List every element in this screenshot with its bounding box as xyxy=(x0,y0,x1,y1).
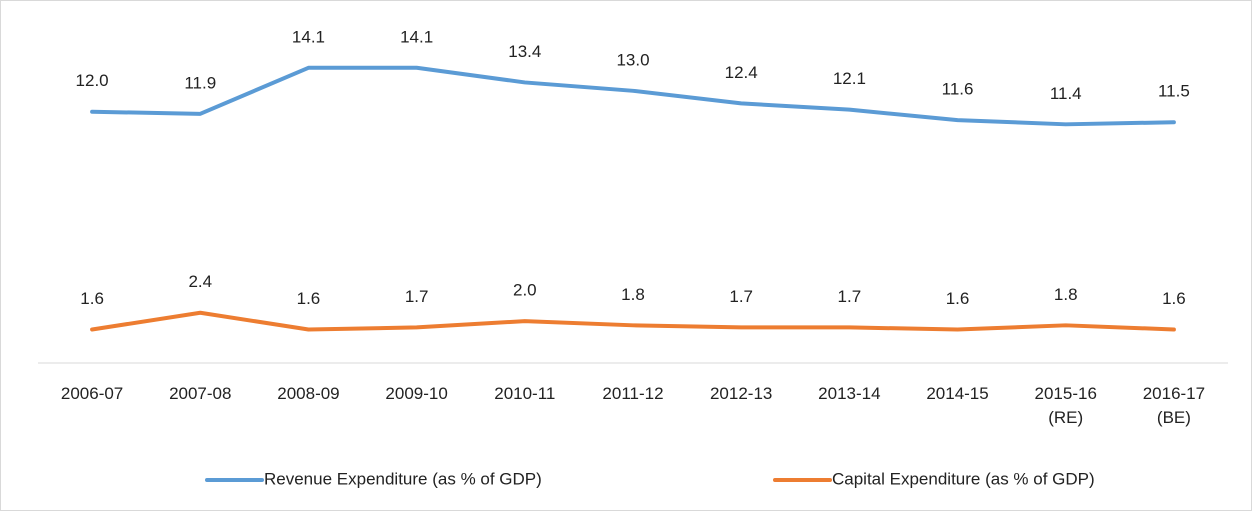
data-label: 12.1 xyxy=(833,69,866,88)
x-tick-label: 2007-08 xyxy=(169,384,232,403)
data-label: 12.4 xyxy=(725,63,758,82)
data-label: 1.6 xyxy=(80,289,104,308)
data-label: 2.0 xyxy=(513,281,537,300)
x-tick-label: 2016-17 (BE) xyxy=(1142,384,1206,427)
data-label: 12.0 xyxy=(76,71,109,90)
x-tick-label: 2014-15 xyxy=(926,384,989,403)
data-label: 14.1 xyxy=(292,27,325,46)
data-label: 1.7 xyxy=(405,287,429,306)
x-tick-label: 2012-13 xyxy=(709,384,773,403)
line xyxy=(90,65,1176,127)
x-tick-label: 2011-12 xyxy=(602,384,664,403)
data-label: 1.8 xyxy=(1054,285,1078,304)
data-label: 14.1 xyxy=(400,27,433,46)
data-label: 1.7 xyxy=(729,287,753,306)
data-label: 13.4 xyxy=(508,42,541,61)
legend-label: Revenue Expenditure (as % of GDP) xyxy=(264,469,542,488)
data-label: 1.7 xyxy=(838,287,862,306)
data-label: 11.9 xyxy=(184,73,216,92)
data-label: 1.8 xyxy=(621,285,645,304)
data-label: 1.6 xyxy=(297,289,321,308)
line xyxy=(90,310,1176,332)
x-tick-label: 2009-10 xyxy=(385,384,448,403)
legend-label: Capital Expenditure (as % of GDP) xyxy=(832,469,1095,488)
data-label: 1.6 xyxy=(1162,289,1186,308)
x-tick-label: 2013-14 xyxy=(818,384,881,403)
x-tick-label: 2010-11 xyxy=(494,384,556,403)
x-tick-label: 2008-09 xyxy=(277,384,340,403)
x-tick-label: 2015-16 (RE) xyxy=(1034,384,1097,427)
data-label: 2.4 xyxy=(188,272,212,291)
data-label: 11.4 xyxy=(1050,84,1082,103)
data-label: 13.0 xyxy=(616,50,649,69)
data-label: 1.6 xyxy=(946,289,970,308)
x-tick-label: 2006-07 xyxy=(60,384,124,403)
data-label: 11.6 xyxy=(942,80,974,99)
data-label: 11.5 xyxy=(1158,82,1190,101)
